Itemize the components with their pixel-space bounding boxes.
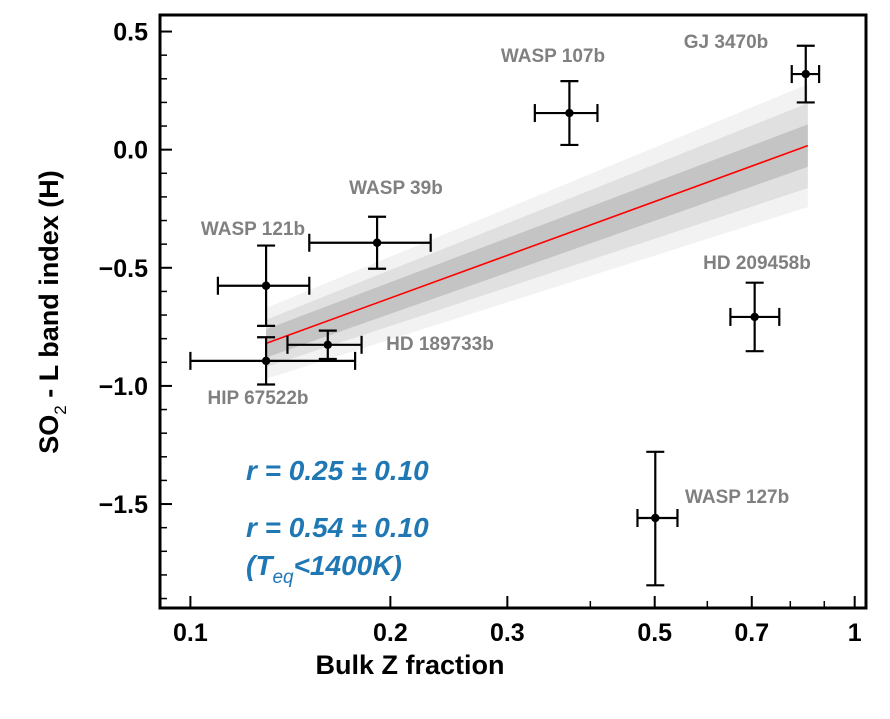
marker	[750, 312, 759, 322]
condition-subscript: eq	[272, 567, 294, 588]
point-label: WASP 121b	[201, 219, 305, 240]
y-tick-label: −1.0	[99, 373, 148, 401]
y-tick-label: −1.5	[99, 491, 148, 519]
point-label: HIP 67522b	[207, 388, 308, 409]
condition-pre: (T	[246, 550, 275, 581]
confidence-bands	[266, 84, 808, 379]
x-tick-label: 0.1	[173, 619, 208, 647]
y-axis-label-rest: - L band index (H)	[34, 170, 64, 405]
data-point	[636, 450, 679, 587]
data-point	[286, 329, 363, 361]
x-tick-label: 0.2	[373, 619, 408, 647]
point-label: GJ 3470b	[684, 32, 769, 53]
point-labels: GJ 3470b WASP 107b WASP 39b WASP 121b HD 209…	[201, 32, 811, 508]
point-label: WASP 39b	[349, 178, 443, 199]
fit-line-group	[265, 144, 809, 345]
correlation-cool: r = 0.54 ± 0.10	[246, 512, 429, 543]
data-point	[790, 44, 821, 104]
x-axis-label: Bulk Z fraction	[315, 650, 504, 680]
y-tick-label: 0.0	[113, 137, 148, 165]
axis-ticks	[160, 30, 856, 608]
condition-post: <1400K)	[294, 550, 402, 581]
marker	[565, 108, 574, 118]
y-tick-label: −0.5	[99, 255, 148, 283]
point-label: WASP 107b	[501, 46, 605, 67]
point-label: WASP 127b	[685, 487, 789, 508]
tick-labels: 0.1 0.2 0.3 0.5 0.7 1 0.5 0.0 −0.5 −1.0 −1.5	[99, 19, 862, 647]
data-point	[308, 215, 432, 270]
data-points	[189, 44, 821, 587]
marker	[323, 340, 332, 350]
point-label: HD 209458b	[703, 253, 811, 274]
marker	[372, 238, 382, 247]
correlation-all: r = 0.25 ± 0.10	[246, 455, 429, 486]
data-point	[189, 336, 357, 386]
marker	[261, 281, 271, 290]
y-tick-label: 0.5	[113, 19, 148, 47]
plot-frame	[158, 13, 868, 610]
y-axis-label: SO2 - L band index (H)	[34, 170, 70, 453]
point-label: HD 189733b	[386, 334, 494, 355]
marker	[651, 513, 660, 523]
data-point	[216, 244, 311, 328]
y-axis-label-main: SO	[34, 415, 64, 454]
data-point	[533, 80, 599, 147]
x-tick-label: 1	[848, 619, 862, 647]
y-axis-label-subscript: 2	[51, 405, 70, 414]
marker	[801, 69, 810, 79]
marker	[261, 356, 271, 366]
correlation-cool-condition: (Teq<1400K)	[246, 550, 402, 588]
fit-line	[265, 144, 809, 345]
x-tick-label: 0.3	[490, 619, 525, 647]
data-point	[729, 281, 781, 353]
x-tick-label: 0.7	[734, 619, 769, 647]
band-1sigma	[266, 124, 808, 358]
x-tick-label: 0.5	[637, 619, 672, 647]
